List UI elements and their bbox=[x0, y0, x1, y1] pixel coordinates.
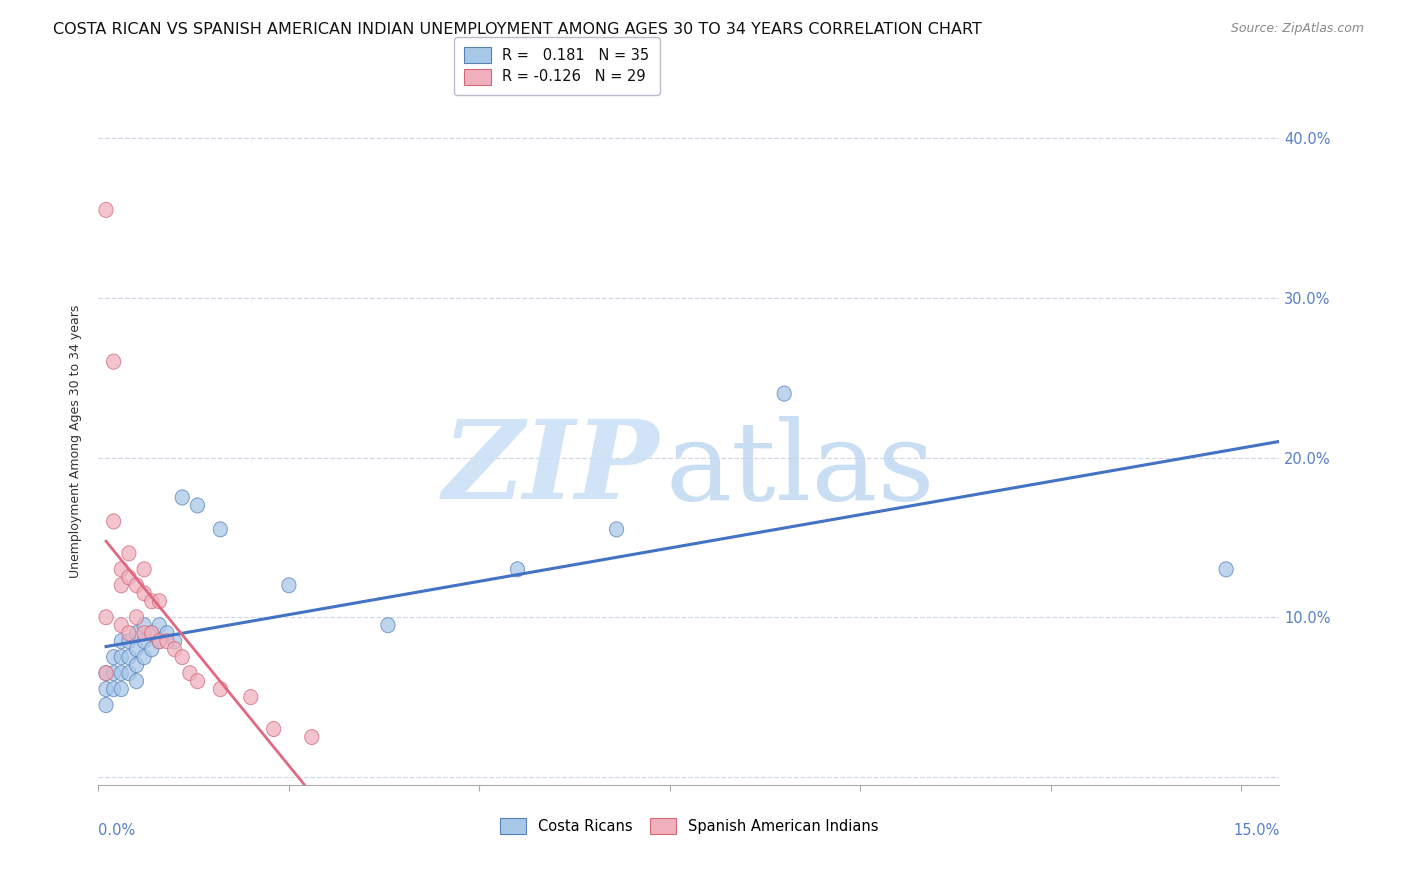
Ellipse shape bbox=[129, 657, 143, 673]
Ellipse shape bbox=[214, 522, 228, 537]
Ellipse shape bbox=[510, 562, 524, 577]
Text: 15.0%: 15.0% bbox=[1233, 822, 1279, 838]
Ellipse shape bbox=[214, 681, 228, 697]
Ellipse shape bbox=[129, 625, 143, 640]
Ellipse shape bbox=[136, 586, 152, 601]
Ellipse shape bbox=[122, 633, 136, 648]
Ellipse shape bbox=[114, 617, 128, 632]
Ellipse shape bbox=[98, 610, 112, 624]
Ellipse shape bbox=[122, 649, 136, 665]
Ellipse shape bbox=[107, 514, 121, 529]
Ellipse shape bbox=[114, 649, 128, 665]
Ellipse shape bbox=[122, 625, 136, 640]
Ellipse shape bbox=[129, 673, 143, 689]
Ellipse shape bbox=[243, 690, 257, 705]
Ellipse shape bbox=[145, 641, 159, 657]
Ellipse shape bbox=[381, 617, 395, 632]
Ellipse shape bbox=[190, 673, 204, 689]
Ellipse shape bbox=[114, 578, 128, 593]
Ellipse shape bbox=[136, 625, 152, 640]
Legend: Costa Ricans, Spanish American Indians: Costa Ricans, Spanish American Indians bbox=[494, 812, 884, 839]
Ellipse shape bbox=[114, 633, 128, 648]
Ellipse shape bbox=[1219, 562, 1233, 577]
Ellipse shape bbox=[107, 649, 121, 665]
Ellipse shape bbox=[183, 665, 197, 681]
Ellipse shape bbox=[136, 562, 152, 577]
Text: Source: ZipAtlas.com: Source: ZipAtlas.com bbox=[1230, 22, 1364, 36]
Text: ZIP: ZIP bbox=[443, 416, 659, 523]
Ellipse shape bbox=[176, 490, 190, 505]
Text: atlas: atlas bbox=[665, 416, 935, 523]
Ellipse shape bbox=[152, 594, 166, 609]
Ellipse shape bbox=[136, 617, 152, 632]
Ellipse shape bbox=[145, 594, 159, 609]
Ellipse shape bbox=[152, 617, 166, 632]
Ellipse shape bbox=[122, 546, 136, 561]
Ellipse shape bbox=[129, 610, 143, 624]
Ellipse shape bbox=[107, 681, 121, 697]
Text: 0.0%: 0.0% bbox=[98, 822, 135, 838]
Ellipse shape bbox=[98, 665, 112, 681]
Ellipse shape bbox=[152, 633, 166, 648]
Ellipse shape bbox=[152, 633, 166, 648]
Ellipse shape bbox=[114, 681, 128, 697]
Ellipse shape bbox=[107, 665, 121, 681]
Ellipse shape bbox=[167, 633, 181, 648]
Ellipse shape bbox=[114, 665, 128, 681]
Ellipse shape bbox=[145, 625, 159, 640]
Ellipse shape bbox=[129, 578, 143, 593]
Y-axis label: Unemployment Among Ages 30 to 34 years: Unemployment Among Ages 30 to 34 years bbox=[69, 305, 83, 578]
Ellipse shape bbox=[114, 562, 128, 577]
Ellipse shape bbox=[167, 641, 181, 657]
Text: COSTA RICAN VS SPANISH AMERICAN INDIAN UNEMPLOYMENT AMONG AGES 30 TO 34 YEARS CO: COSTA RICAN VS SPANISH AMERICAN INDIAN U… bbox=[53, 22, 983, 37]
Ellipse shape bbox=[107, 354, 121, 369]
Ellipse shape bbox=[160, 633, 174, 648]
Ellipse shape bbox=[122, 570, 136, 585]
Ellipse shape bbox=[609, 522, 624, 537]
Ellipse shape bbox=[145, 625, 159, 640]
Ellipse shape bbox=[176, 649, 190, 665]
Ellipse shape bbox=[98, 681, 112, 697]
Ellipse shape bbox=[305, 730, 319, 745]
Ellipse shape bbox=[98, 202, 112, 218]
Ellipse shape bbox=[136, 633, 152, 648]
Ellipse shape bbox=[136, 649, 152, 665]
Ellipse shape bbox=[160, 625, 174, 640]
Ellipse shape bbox=[190, 498, 204, 513]
Ellipse shape bbox=[129, 641, 143, 657]
Ellipse shape bbox=[778, 386, 792, 401]
Ellipse shape bbox=[98, 698, 112, 713]
Ellipse shape bbox=[122, 665, 136, 681]
Ellipse shape bbox=[281, 578, 297, 593]
Ellipse shape bbox=[267, 722, 281, 737]
Ellipse shape bbox=[98, 665, 112, 681]
